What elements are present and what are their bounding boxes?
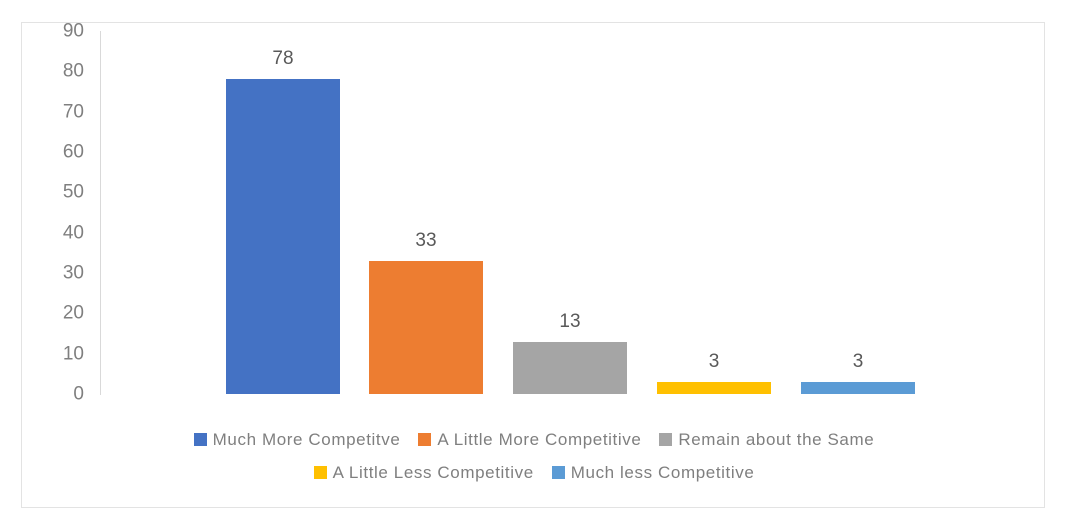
legend-label: Much less Competitive bbox=[570, 463, 755, 482]
legend-label: A Little More Competitive bbox=[437, 430, 642, 449]
y-axis-tick-80: 80 bbox=[62, 60, 84, 82]
y-axis-line bbox=[100, 31, 101, 395]
bar-value-label: 33 bbox=[415, 229, 437, 251]
y-axis-tick-20: 20 bbox=[62, 302, 84, 324]
chart-frame: 90 80 70 60 50 40 30 20 10 0 78 33 13 3 3 Much More C… bbox=[21, 22, 1045, 508]
bar[interactable] bbox=[226, 79, 340, 394]
bar-value-label: 3 bbox=[708, 350, 720, 372]
legend-swatch-icon bbox=[313, 466, 327, 479]
y-axis-tick-0: 0 bbox=[73, 383, 84, 405]
legend-item[interactable]: A Little More Competitive bbox=[418, 431, 641, 448]
y-axis-tick-70: 70 bbox=[62, 101, 84, 123]
legend-item[interactable]: Much less Competitive bbox=[551, 463, 755, 482]
legend-item[interactable]: Remain about the Same bbox=[659, 431, 874, 448]
legend-label: A Little Less Competitive bbox=[332, 463, 534, 482]
legend-swatch-icon bbox=[193, 433, 207, 446]
legend-swatch-icon bbox=[659, 433, 673, 446]
bar[interactable] bbox=[801, 381, 915, 394]
bar-value-label: 13 bbox=[559, 310, 581, 332]
legend-swatch-icon bbox=[551, 466, 565, 479]
y-axis-tick-30: 30 bbox=[62, 262, 84, 284]
legend-swatch-icon bbox=[418, 433, 432, 446]
y-axis-tick-60: 60 bbox=[62, 141, 84, 163]
y-axis-tick-50: 50 bbox=[62, 181, 84, 203]
legend-row: A Little Less Competitive Much less Compe… bbox=[22, 456, 1046, 489]
chart-legend: Much More Competitve A Little More Compet… bbox=[22, 423, 1046, 489]
legend-item[interactable]: A Little Less Competitive bbox=[313, 463, 534, 482]
y-axis-tick-90: 90 bbox=[62, 20, 84, 42]
bar[interactable] bbox=[513, 341, 627, 394]
legend-label: Much More Competitve bbox=[212, 430, 401, 449]
plot-area: 90 80 70 60 50 40 30 20 10 0 78 33 13 3 3 bbox=[22, 20, 1046, 509]
bar[interactable] bbox=[369, 260, 483, 394]
y-axis-tick-10: 10 bbox=[62, 343, 84, 365]
legend-item[interactable]: Much More Competitve bbox=[193, 430, 401, 449]
bar-value-label: 78 bbox=[272, 48, 294, 70]
bar-value-label: 3 bbox=[852, 350, 864, 372]
legend-row: Much More Competitve A Little More Compet… bbox=[22, 423, 1046, 456]
legend-label: Remain about the Same bbox=[678, 430, 875, 449]
bar-series: 78 33 13 3 3 bbox=[22, 23, 1046, 509]
y-axis-tick-40: 40 bbox=[62, 222, 84, 244]
y-axis-tick-labels: 90 80 70 60 50 40 30 20 10 0 bbox=[34, 20, 84, 509]
bar[interactable] bbox=[657, 381, 771, 394]
